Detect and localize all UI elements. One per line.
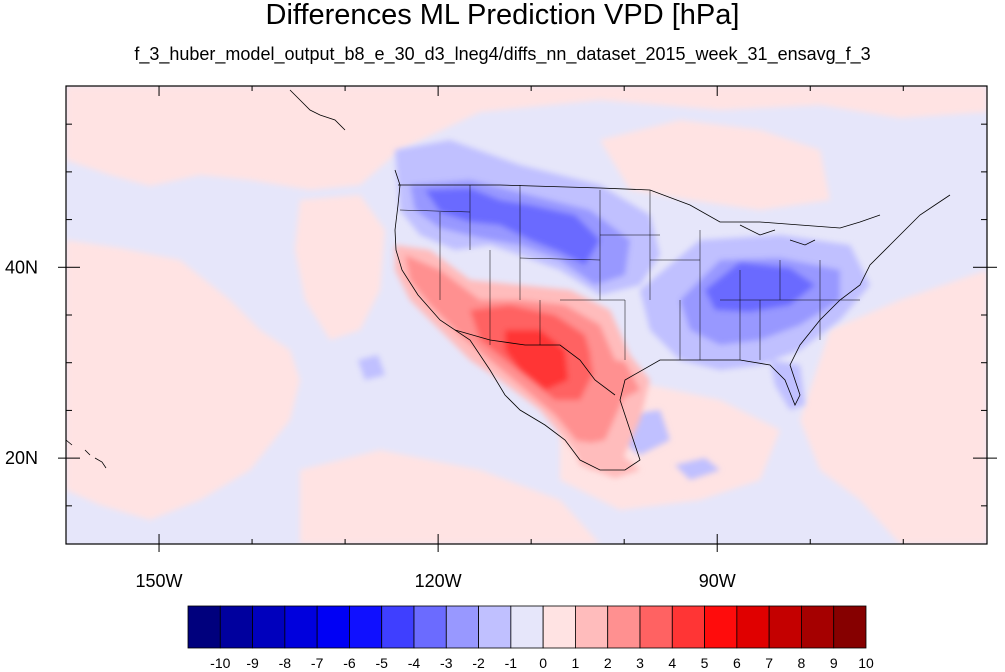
lat-tick-label: 20N: [5, 448, 38, 468]
colorbar-label: 0: [539, 655, 547, 671]
pacific-blue-spot: [358, 355, 385, 380]
colorbar-label: -6: [343, 655, 356, 671]
colorbar-label: -7: [311, 655, 324, 671]
colorbar-swatch: [801, 605, 835, 649]
colorbar-label: 8: [798, 655, 806, 671]
chart-title: Differences ML Prediction VPD [hPa]: [265, 0, 740, 31]
colorbar-label: 2: [604, 655, 612, 671]
florida-blue: [770, 360, 805, 410]
colorbar-label: 10: [858, 655, 874, 671]
colorbar-label: -1: [505, 655, 518, 671]
colorbar-swatch: [381, 605, 415, 649]
lon-tick-label: 90W: [699, 571, 736, 591]
colorbar-label: 1: [572, 655, 580, 671]
colorbar-labels: -10 -9 -8 -7 -6 -5 -4 -3 -2 -1 0 1 2 3 4 5 6 7 8 9 10: [210, 655, 874, 671]
colorbar-swatch: [316, 605, 350, 649]
colorbar-swatch: [252, 605, 286, 649]
chart-subtitle: f_3_huber_model_output_b8_e_30_d3_lneg4/…: [134, 44, 871, 64]
alaska-coast: [289, 89, 346, 131]
colorbar-label: 7: [765, 655, 773, 671]
great-lakes: [739, 224, 816, 246]
caribbean-blue: [675, 458, 720, 480]
pacific-pink-east: [295, 195, 385, 340]
colorbar-swatch: [833, 605, 867, 649]
colorbar-swatch: [768, 605, 802, 649]
colorbar-swatch: [510, 605, 544, 649]
state-border-lines: [399, 185, 860, 360]
colorbar-swatch: [187, 605, 221, 649]
colorbar-label: 4: [668, 655, 676, 671]
east-blue-strong: [705, 262, 815, 312]
colorbar-swatch: [639, 605, 673, 649]
north-america-coastline: [394, 169, 951, 471]
colorbar-swatch: [736, 605, 770, 649]
colorbar-label: 6: [733, 655, 741, 671]
hawaii-islands: [66, 439, 107, 469]
colorbar-label: 9: [830, 655, 838, 671]
colorbar-label: -9: [246, 655, 259, 671]
colorbar-label: -2: [472, 655, 485, 671]
mexico-red: [570, 440, 640, 478]
colorbar-swatch: [219, 605, 253, 649]
colorbar-label: -3: [440, 655, 453, 671]
lat-tick-label: 40N: [5, 257, 38, 277]
colorbar-label: -5: [375, 655, 388, 671]
colorbar-swatch: [607, 605, 641, 649]
geographic-outlines: [66, 89, 951, 471]
northwest-blue-strong: [425, 188, 600, 265]
colorbar-swatch: [413, 605, 447, 649]
colorbar-label: -8: [279, 655, 292, 671]
colorbar-swatch: [478, 605, 512, 649]
south-pink: [300, 450, 600, 544]
axis-ticks: [58, 86, 997, 552]
lon-tick-label: 120W: [415, 571, 462, 591]
colorbar: [187, 605, 867, 649]
state-borders: [399, 185, 860, 360]
canada-us-border: [398, 184, 881, 229]
colorbar-swatch: [704, 605, 738, 649]
pacific-pink-north: [66, 86, 987, 190]
colorbar-swatch: [575, 605, 609, 649]
colorbar-swatch: [671, 605, 705, 649]
colorbar-swatch: [284, 605, 318, 649]
texas-red: [590, 355, 640, 400]
colorbar-label: 3: [636, 655, 644, 671]
colorbar-swatch: [445, 605, 479, 649]
axis-tick-labels: 150W 120W 90W 40N 20N: [5, 257, 736, 591]
pacific-pink-central: [66, 240, 300, 520]
lon-tick-label: 150W: [136, 571, 183, 591]
colorbar-label: -4: [408, 655, 421, 671]
colorbar-label: 5: [701, 655, 709, 671]
positive-anomaly-strong: [395, 245, 650, 478]
colorbar-swatch: [542, 605, 576, 649]
atlantic-pink: [800, 270, 987, 544]
canada-pink: [600, 120, 830, 210]
colorbar-swatch: [349, 605, 383, 649]
colorbar-label: -10: [210, 655, 230, 671]
